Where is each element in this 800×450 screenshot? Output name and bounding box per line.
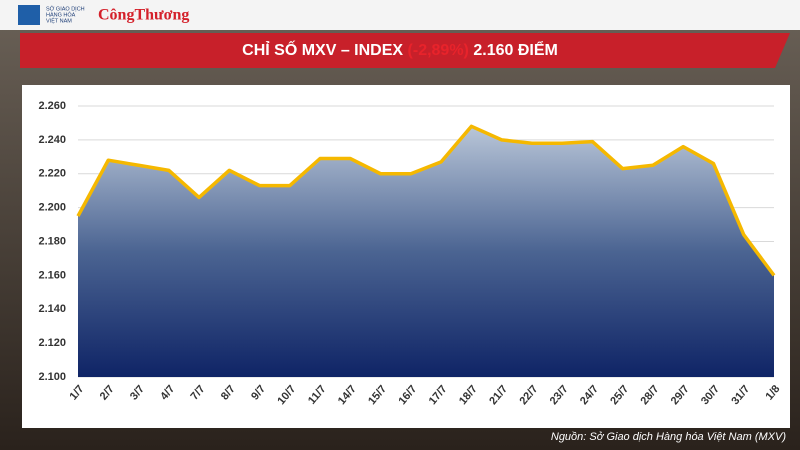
y-tick-label: 2.160 bbox=[38, 269, 66, 281]
y-tick-label: 2.200 bbox=[38, 202, 66, 214]
y-tick-label: 2.240 bbox=[38, 134, 66, 146]
y-tick-label: 2.260 bbox=[38, 100, 66, 112]
logo-text: SỞ GIAO DỊCH bbox=[46, 5, 85, 12]
logo-text: VIỆT NAM bbox=[46, 16, 72, 24]
y-tick-label: 2.180 bbox=[38, 235, 66, 247]
area bbox=[78, 126, 774, 377]
y-tick-label: 2.220 bbox=[38, 168, 66, 180]
y-tick-label: 2.100 bbox=[38, 371, 66, 383]
brand: CôngThương bbox=[98, 7, 189, 24]
title-banner bbox=[20, 33, 790, 68]
logo-text: HÀNG HÓA bbox=[46, 11, 76, 18]
y-tick-label: 2.120 bbox=[38, 337, 66, 349]
line bbox=[76, 124, 776, 277]
logo-icon bbox=[18, 5, 40, 25]
source-note: Nguồn: Sở Giao dịch Hàng hóa Việt Nam (M… bbox=[551, 431, 786, 443]
y-tick-label: 2.140 bbox=[38, 303, 66, 315]
header-bar bbox=[0, 0, 800, 30]
chart-title: CHỈ SỐ MXV – INDEX (-2,89%) 2.160 ĐIỂM bbox=[242, 39, 558, 59]
